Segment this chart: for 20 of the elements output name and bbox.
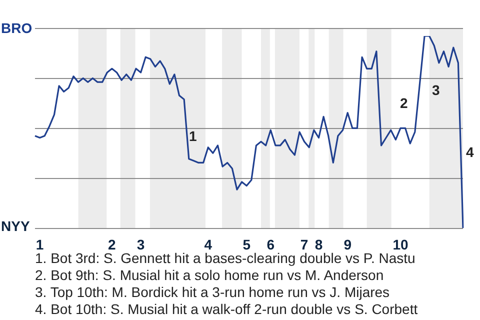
annotation: 1 bbox=[189, 128, 197, 144]
text: 4. Bot 10th: S. Musial hit a walk-off 2-run double vs S. Corbett bbox=[35, 301, 418, 318]
x-tick-label: 2 bbox=[108, 236, 116, 252]
text: 2. Bot 9th: S. Musial hit a solo home run vs M. Anderson bbox=[35, 267, 385, 284]
x-tick-label: 5 bbox=[242, 236, 251, 252]
x-tick-label: 9 bbox=[344, 236, 352, 252]
annotation: 3 bbox=[432, 82, 440, 98]
x-tick-label: 7 bbox=[300, 236, 308, 252]
text: 3. Top 10th: M. Bordick hit a 3-run home run vs J. Mijares bbox=[35, 284, 391, 301]
x-tick-label: 1 bbox=[36, 236, 44, 252]
x-tick-label: 6 bbox=[266, 236, 275, 252]
text: 4 bbox=[466, 144, 474, 160]
annotation: 2 bbox=[400, 94, 408, 111]
text: 1. Bot 3rd: S. Gennett hit a bases-clearing double vs P. Nastu bbox=[35, 250, 416, 267]
text: NYY bbox=[1, 218, 30, 234]
x-tick-label: 3 bbox=[136, 236, 145, 252]
x-tick-label: 8 bbox=[314, 236, 323, 252]
text: BRO bbox=[1, 20, 32, 36]
x-tick-label: 10 bbox=[392, 236, 408, 252]
x-tick-label: 4 bbox=[204, 236, 212, 252]
